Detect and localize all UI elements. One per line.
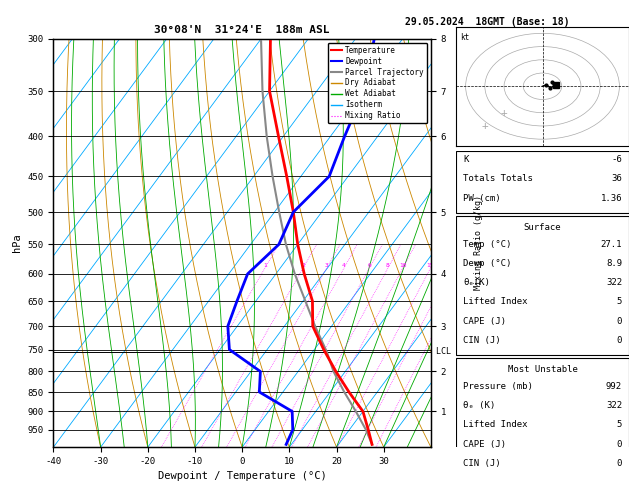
Y-axis label: km
ASL: km ASL — [463, 233, 479, 253]
Text: 1: 1 — [263, 263, 267, 268]
Text: 36: 36 — [611, 174, 622, 183]
Text: 10: 10 — [399, 263, 406, 268]
Text: LCL: LCL — [431, 347, 451, 356]
Text: 0: 0 — [616, 459, 622, 468]
Text: +: + — [501, 108, 508, 118]
Text: -6: -6 — [611, 155, 622, 164]
Text: +: + — [481, 121, 488, 131]
Text: 3: 3 — [325, 263, 328, 268]
Text: 322: 322 — [606, 401, 622, 410]
Text: 992: 992 — [606, 382, 622, 391]
Text: CIN (J): CIN (J) — [463, 336, 501, 345]
Bar — [456, 151, 629, 213]
Text: CAPE (J): CAPE (J) — [463, 440, 506, 449]
Text: 0: 0 — [616, 336, 622, 345]
Text: 2: 2 — [301, 263, 305, 268]
X-axis label: Dewpoint / Temperature (°C): Dewpoint / Temperature (°C) — [158, 471, 326, 482]
Text: 5: 5 — [616, 420, 622, 429]
Text: 8.9: 8.9 — [606, 259, 622, 268]
Text: 27.1: 27.1 — [601, 240, 622, 248]
Text: θₑ (K): θₑ (K) — [463, 401, 495, 410]
Text: 322: 322 — [606, 278, 622, 287]
Text: Temp (°C): Temp (°C) — [463, 240, 511, 248]
Text: 15: 15 — [426, 263, 434, 268]
Text: θₑ(K): θₑ(K) — [463, 278, 490, 287]
Text: 6: 6 — [367, 263, 371, 268]
Text: PW (cm): PW (cm) — [463, 193, 501, 203]
Text: 8: 8 — [386, 263, 390, 268]
Text: 0: 0 — [616, 440, 622, 449]
Text: Lifted Index: Lifted Index — [463, 297, 528, 306]
Legend: Temperature, Dewpoint, Parcel Trajectory, Dry Adiabat, Wet Adiabat, Isotherm, Mi: Temperature, Dewpoint, Parcel Trajectory… — [328, 43, 427, 123]
Text: 0: 0 — [616, 316, 622, 326]
Text: Surface: Surface — [524, 223, 561, 232]
Bar — [456, 216, 629, 355]
Text: 1.36: 1.36 — [601, 193, 622, 203]
Text: Most Unstable: Most Unstable — [508, 365, 577, 374]
Text: Lifted Index: Lifted Index — [463, 420, 528, 429]
Text: Totals Totals: Totals Totals — [463, 174, 533, 183]
Text: 5: 5 — [616, 297, 622, 306]
Text: 4: 4 — [342, 263, 346, 268]
Bar — [456, 481, 629, 486]
Title: 30°08'N  31°24'E  188m ASL: 30°08'N 31°24'E 188m ASL — [154, 25, 330, 35]
Text: CIN (J): CIN (J) — [463, 459, 501, 468]
Text: Mixing Ratio (g/kg): Mixing Ratio (g/kg) — [474, 195, 482, 291]
Text: CAPE (J): CAPE (J) — [463, 316, 506, 326]
Y-axis label: hPa: hPa — [12, 234, 22, 252]
Text: Dewp (°C): Dewp (°C) — [463, 259, 511, 268]
Text: kt: kt — [460, 34, 469, 42]
Text: K: K — [463, 155, 469, 164]
Text: Pressure (mb): Pressure (mb) — [463, 382, 533, 391]
Text: 29.05.2024  18GMT (Base: 18): 29.05.2024 18GMT (Base: 18) — [405, 17, 570, 27]
Bar — [456, 358, 629, 478]
